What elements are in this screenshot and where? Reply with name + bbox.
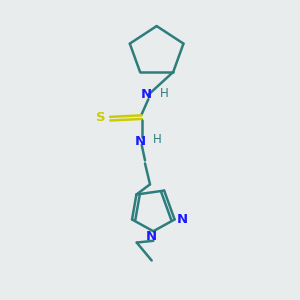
Text: S: S	[96, 111, 106, 124]
Text: H: H	[160, 87, 169, 100]
Text: N: N	[141, 88, 152, 101]
Text: N: N	[176, 213, 188, 226]
Text: N: N	[134, 134, 146, 148]
Text: H: H	[153, 133, 162, 146]
Text: N: N	[146, 230, 157, 243]
